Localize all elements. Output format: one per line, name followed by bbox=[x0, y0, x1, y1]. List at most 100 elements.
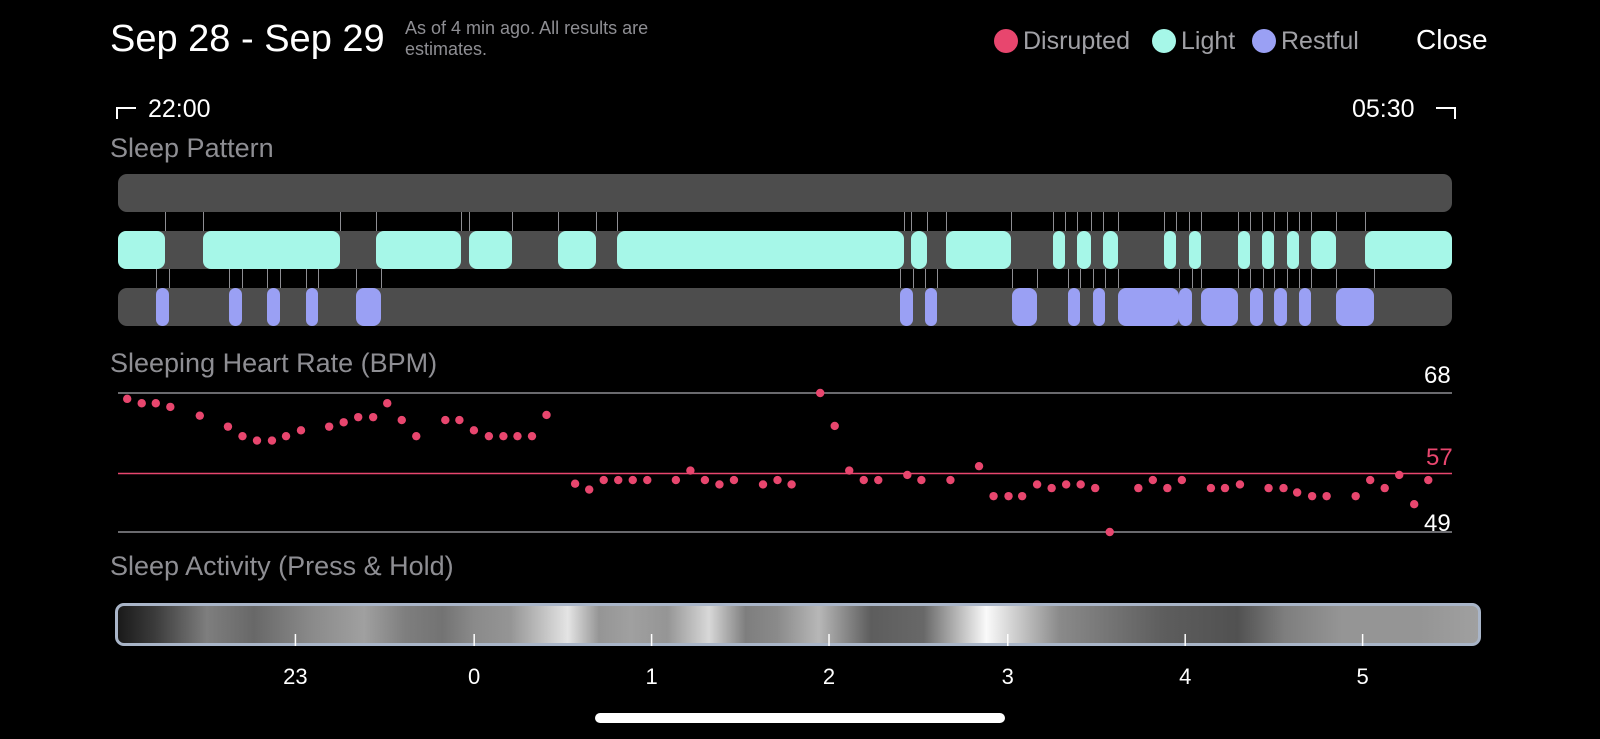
segment-connector bbox=[1200, 269, 1202, 288]
heart-rate-point bbox=[267, 436, 277, 445]
heart-rate-point bbox=[599, 475, 608, 485]
light-sleep-segment bbox=[1286, 231, 1299, 269]
segment-connector bbox=[267, 269, 269, 288]
segment-connector bbox=[1091, 212, 1093, 231]
heart-rate-point bbox=[989, 491, 998, 501]
segment-connector bbox=[1311, 212, 1313, 231]
segment-connector bbox=[1179, 269, 1181, 288]
heart-rate-point bbox=[1279, 483, 1288, 493]
axis-tick-label: 1 bbox=[645, 664, 658, 689]
segment-connector bbox=[279, 269, 281, 288]
segment-connector bbox=[305, 269, 307, 288]
heart-rate-point bbox=[1076, 480, 1085, 489]
light-sleep-segment bbox=[1262, 231, 1275, 269]
segment-connector bbox=[1011, 269, 1013, 288]
light-sleep-segment bbox=[1237, 231, 1251, 269]
date-range-title: Sep 28 - Sep 29 bbox=[110, 18, 385, 60]
segment-connector bbox=[468, 212, 470, 231]
axis-tick-label: 3 bbox=[1001, 664, 1014, 689]
light-dot-icon bbox=[1152, 29, 1176, 53]
segment-connector bbox=[1102, 212, 1104, 231]
close-button[interactable]: Close bbox=[1416, 24, 1488, 55]
heart-rate-point bbox=[671, 475, 681, 485]
segment-connector bbox=[1262, 269, 1264, 288]
sleep-pattern-chart[interactable] bbox=[0, 0, 1600, 340]
segment-connector bbox=[1373, 269, 1375, 288]
legend-restful-label: Restful bbox=[1281, 26, 1359, 55]
heart-rate-point bbox=[773, 475, 782, 485]
segment-connector bbox=[946, 212, 948, 231]
sleep-activity-title: Sleep Activity (Press & Hold) bbox=[110, 551, 454, 581]
heart-rate-point bbox=[1032, 480, 1042, 489]
heart-rate-point bbox=[368, 412, 378, 422]
heart-rate-point bbox=[397, 415, 406, 425]
heart-rate-point bbox=[1061, 480, 1071, 489]
light-sleep-segment bbox=[1189, 231, 1202, 269]
segment-connector bbox=[1079, 269, 1081, 288]
heart-rate-point bbox=[324, 422, 334, 431]
heart-rate-chart[interactable] bbox=[0, 380, 1600, 550]
restful-sleep-segment bbox=[900, 288, 913, 326]
home-indicator[interactable] bbox=[595, 713, 1005, 723]
heart-rate-point bbox=[1047, 483, 1056, 493]
restful-sleep-segment bbox=[1200, 288, 1239, 326]
heart-rate-point bbox=[614, 475, 623, 485]
heart-rate-point bbox=[484, 431, 494, 441]
heart-rate-point bbox=[946, 475, 955, 485]
segment-connector bbox=[1365, 212, 1367, 231]
segment-connector bbox=[1064, 212, 1066, 231]
heart-rate-point bbox=[830, 421, 839, 431]
start-time: 22:00 bbox=[148, 95, 211, 123]
heart-rate-point bbox=[859, 475, 868, 485]
light-sleep-segment bbox=[910, 231, 927, 269]
restful-sleep-segment bbox=[1179, 288, 1193, 326]
heart-rate-point bbox=[296, 426, 306, 435]
end-bracket-icon bbox=[1436, 107, 1456, 119]
segment-connector bbox=[558, 212, 560, 231]
heart-rate-point bbox=[412, 431, 421, 441]
heart-rate-point bbox=[223, 422, 233, 431]
segment-connector bbox=[1250, 212, 1252, 231]
heart-rate-point bbox=[195, 411, 204, 420]
light-sleep-segment bbox=[1311, 231, 1336, 269]
restful-dot-icon bbox=[1252, 29, 1276, 53]
segment-connector bbox=[1311, 269, 1313, 288]
segment-connector bbox=[1274, 212, 1276, 231]
restful-sleep-segment bbox=[229, 288, 242, 326]
heart-rate-point bbox=[628, 475, 637, 485]
heart-rate-point bbox=[729, 475, 739, 485]
segment-connector bbox=[1189, 212, 1191, 231]
heart-rate-point bbox=[1424, 475, 1433, 485]
heart-rate-point bbox=[570, 479, 580, 488]
heart-rate-point bbox=[874, 475, 883, 485]
heart-rate-point bbox=[1235, 480, 1245, 489]
heart-rate-point bbox=[715, 480, 724, 489]
segment-connector bbox=[1250, 269, 1252, 288]
legend-disrupted: Disrupted bbox=[994, 26, 1130, 56]
segment-connector bbox=[356, 269, 358, 288]
heart-rate-title: Sleeping Heart Rate (BPM) bbox=[110, 348, 438, 378]
heart-rate-point bbox=[1004, 491, 1013, 501]
heart-rate-point bbox=[513, 431, 522, 441]
end-time: 05:30 bbox=[1352, 95, 1415, 123]
heart-rate-point bbox=[845, 466, 854, 475]
restful-sleep-segment bbox=[1274, 288, 1287, 326]
segment-connector bbox=[596, 212, 598, 231]
heart-rate-point bbox=[758, 480, 768, 489]
segment-connector bbox=[164, 212, 166, 231]
heart-rate-point bbox=[252, 436, 262, 445]
segment-connector bbox=[229, 269, 231, 288]
restful-sleep-segment bbox=[1298, 288, 1312, 326]
heart-rate-point bbox=[1351, 491, 1360, 501]
segment-connector bbox=[1286, 212, 1288, 231]
axis-tick-label: 4 bbox=[1179, 664, 1192, 689]
segment-connector bbox=[1286, 269, 1288, 288]
heart-rate-point bbox=[1163, 483, 1172, 493]
restful-sleep-segment bbox=[155, 288, 170, 326]
segment-connector bbox=[1011, 212, 1013, 231]
estimate-note: As of 4 min ago. All results are estimat… bbox=[405, 18, 649, 59]
legend-disrupted-label: Disrupted bbox=[1023, 26, 1130, 55]
sleep-activity-strip[interactable] bbox=[115, 603, 1481, 646]
light-sleep-segment bbox=[1077, 231, 1092, 269]
heart-rate-point bbox=[281, 431, 291, 441]
